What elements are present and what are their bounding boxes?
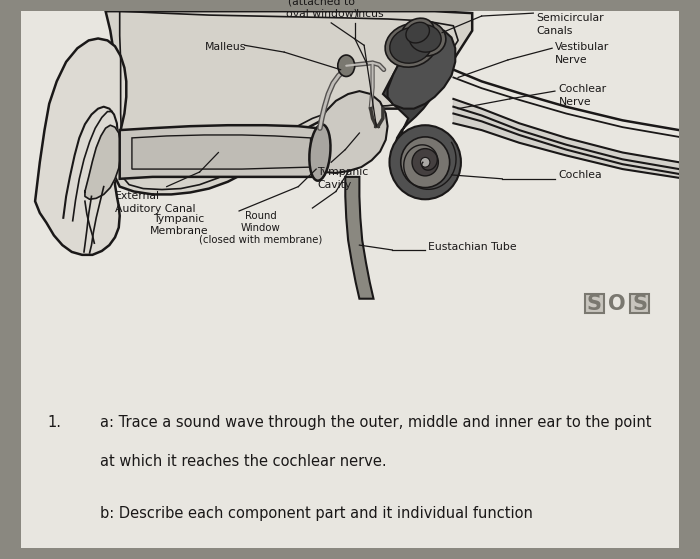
Polygon shape [106, 11, 472, 195]
Text: Eustachian Tube: Eustachian Tube [428, 242, 517, 252]
Text: 1.: 1. [48, 415, 62, 430]
Text: a: Trace a sound wave through the outer, middle and inner ear to the point: a: Trace a sound wave through the outer,… [100, 415, 652, 430]
Text: S: S [632, 293, 647, 314]
Polygon shape [132, 135, 311, 169]
Circle shape [389, 125, 461, 200]
Polygon shape [35, 39, 126, 255]
Ellipse shape [406, 22, 429, 43]
Text: Cochlea: Cochlea [559, 170, 602, 180]
Text: S: S [587, 293, 602, 314]
Polygon shape [454, 99, 679, 178]
Ellipse shape [405, 21, 446, 56]
Polygon shape [85, 125, 120, 200]
Text: b: Describe each component part and it individual function: b: Describe each component part and it i… [100, 505, 533, 520]
Polygon shape [383, 35, 449, 196]
Polygon shape [388, 28, 455, 108]
Text: Incus: Incus [356, 9, 384, 19]
FancyBboxPatch shape [630, 294, 649, 314]
FancyBboxPatch shape [585, 294, 604, 314]
Text: Round
Window
(closed with membrane): Round Window (closed with membrane) [199, 211, 323, 244]
Ellipse shape [309, 124, 330, 181]
Ellipse shape [401, 18, 434, 47]
Ellipse shape [410, 25, 441, 52]
Polygon shape [345, 177, 374, 299]
Text: External
Auditory Canal: External Auditory Canal [115, 192, 195, 214]
Text: Malleus: Malleus [205, 42, 246, 53]
Polygon shape [320, 91, 388, 173]
Circle shape [401, 137, 449, 188]
Text: Vestibular
Nerve: Vestibular Nerve [555, 42, 609, 65]
Text: at which it reaches the cochlear nerve.: at which it reaches the cochlear nerve. [100, 454, 386, 469]
Ellipse shape [390, 27, 433, 63]
Text: O: O [608, 293, 626, 314]
Circle shape [421, 158, 430, 167]
Text: Cochlear
Nerve: Cochlear Nerve [559, 84, 607, 107]
Circle shape [412, 149, 438, 176]
Text: Stapes
(attached to
oval window): Stapes (attached to oval window) [286, 0, 358, 19]
Text: Tympanic
Membrane: Tympanic Membrane [150, 214, 208, 236]
Ellipse shape [385, 23, 437, 67]
Polygon shape [120, 125, 317, 179]
Text: Tympanic
Cavity: Tympanic Cavity [317, 167, 368, 190]
Ellipse shape [338, 55, 355, 77]
Text: Semicircular
Canals: Semicircular Canals [536, 13, 603, 36]
